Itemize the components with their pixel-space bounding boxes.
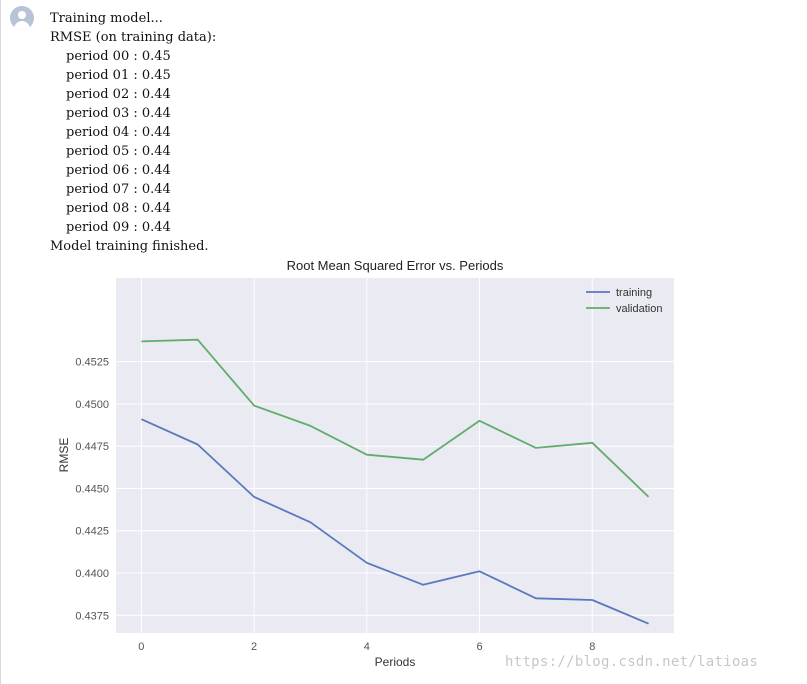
x-tick-label: 2 — [251, 641, 257, 653]
y-tick-label: 0.4450 — [75, 483, 109, 495]
chart-legend: training validation — [586, 287, 662, 315]
period-line: period 06 : 0.44 — [66, 163, 171, 178]
training-status-line: Training model... — [50, 11, 163, 26]
series-line-training — [141, 418, 649, 625]
legend-label-validation: validation — [616, 303, 662, 315]
period-line: period 00 : 0.45 — [66, 49, 171, 64]
period-line: period 02 : 0.44 — [66, 87, 171, 102]
grid-lines — [116, 278, 674, 633]
watermark: https://blog.csdn.net/latioas — [505, 654, 759, 670]
plot-area — [116, 278, 674, 633]
y-tick-label: 0.4375 — [75, 610, 109, 622]
cell-output: Training model... RMSE (on training data… — [50, 9, 216, 256]
y-axis-label: RMSE — [57, 438, 71, 473]
y-tick-label: 0.4400 — [75, 568, 109, 580]
x-tick-label: 0 — [138, 641, 144, 653]
period-line: period 09 : 0.44 — [66, 220, 171, 235]
user-avatar-icon — [10, 6, 34, 30]
x-axis-label: Periods — [375, 655, 416, 669]
chart-title: Root Mean Squared Error vs. Periods — [287, 258, 504, 273]
y-tick-label: 0.4525 — [75, 357, 109, 369]
x-tick-label: 4 — [364, 641, 370, 653]
tick-labels: 0 2 4 6 8 0.4375 0.4400 0.4425 0.4450 0.4475 0.450… — [75, 357, 595, 653]
x-tick-label: 8 — [589, 641, 595, 653]
period-line: period 01 : 0.45 — [66, 68, 171, 83]
period-line: period 08 : 0.44 — [66, 201, 171, 216]
series-line-validation — [141, 338, 650, 498]
period-line: period 05 : 0.44 — [66, 144, 171, 159]
period-line: period 07 : 0.44 — [66, 182, 171, 197]
series-lines — [141, 338, 650, 625]
legend-label-training: training — [616, 287, 652, 299]
period-line: period 04 : 0.44 — [66, 125, 171, 140]
y-tick-label: 0.4500 — [75, 399, 109, 411]
rmse-chart: Root Mean Squared Error vs. Periods 0 2 4 6… — [57, 258, 674, 669]
rmse-header-line: RMSE (on training data): — [50, 30, 217, 45]
y-tick-label: 0.4475 — [75, 441, 109, 453]
y-tick-label: 0.4425 — [75, 526, 109, 538]
period-line: period 03 : 0.44 — [66, 106, 171, 121]
training-finished-line: Model training finished. — [50, 239, 209, 254]
cell-left-border — [0, 0, 1, 684]
x-tick-label: 6 — [476, 641, 482, 653]
